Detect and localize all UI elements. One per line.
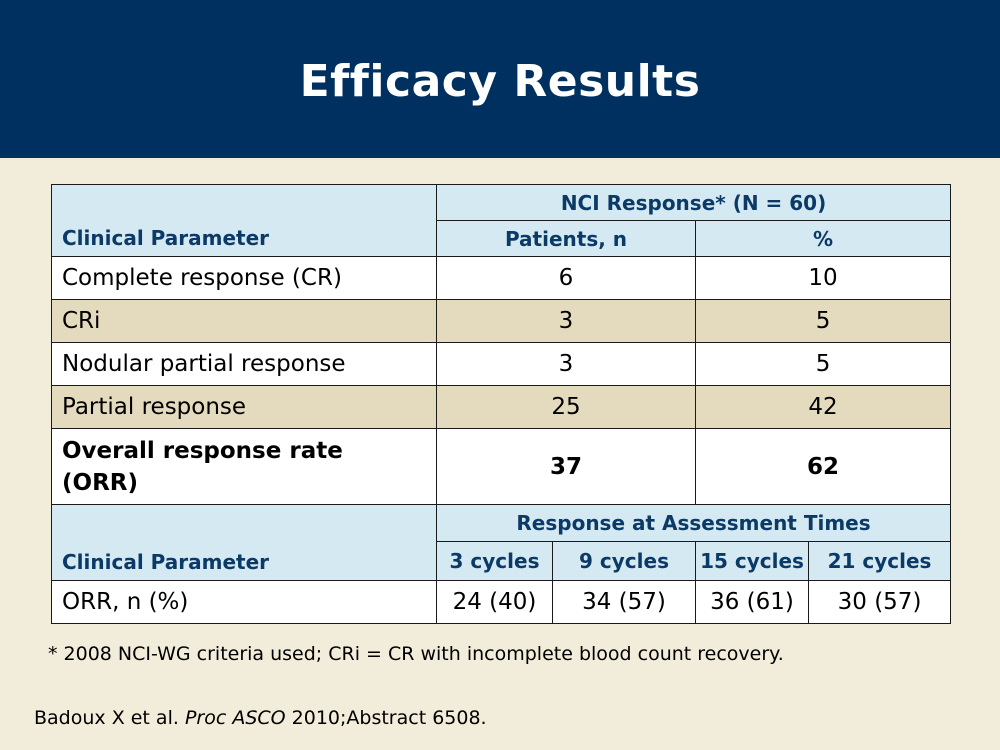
param-header-1: Clinical Parameter bbox=[51, 184, 437, 257]
table-row: CRi 3 5 bbox=[51, 299, 952, 343]
percent-value: 62 bbox=[694, 428, 952, 505]
row-label: Complete response (CR) bbox=[51, 256, 437, 300]
row-label: ORR, n (%) bbox=[51, 580, 437, 624]
assessment-times-header: Response at Assessment Times bbox=[435, 504, 952, 542]
param-header-2: Clinical Parameter bbox=[51, 504, 437, 581]
percent-header: % bbox=[694, 220, 952, 257]
patients-value: 3 bbox=[436, 342, 696, 386]
cycle-value: 30 (57) bbox=[807, 580, 952, 624]
percent-value: 10 bbox=[694, 256, 952, 300]
cycle-header: 9 cycles bbox=[552, 541, 696, 581]
table-row: Nodular partial response 3 5 bbox=[51, 342, 952, 386]
row-label: CRi bbox=[51, 299, 437, 343]
citation-details: 2010;Abstract 6508. bbox=[285, 707, 487, 729]
table-row-orr-cycles: ORR, n (%) 24 (40) 34 (57) 36 (61) 30 (5… bbox=[51, 580, 952, 624]
row-label: Nodular partial response bbox=[51, 342, 437, 386]
row-label: Partial response bbox=[51, 385, 437, 429]
table-row: Partial response 25 42 bbox=[51, 385, 952, 429]
patients-value: 6 bbox=[436, 256, 696, 300]
citation-journal: Proc ASCO bbox=[184, 707, 286, 729]
patients-value: 25 bbox=[436, 385, 696, 429]
cycle-header: 15 cycles bbox=[695, 541, 809, 581]
cycle-value: 24 (40) bbox=[436, 580, 553, 624]
percent-value: 5 bbox=[694, 299, 952, 343]
percent-value: 5 bbox=[694, 342, 952, 386]
table-row-orr: Overall response rate (ORR) 37 62 bbox=[51, 428, 952, 505]
slide-header: Efficacy Results bbox=[0, 0, 1000, 158]
patients-value: 37 bbox=[436, 428, 696, 505]
cycle-header: 21 cycles bbox=[807, 541, 952, 581]
footnote: * 2008 NCI-WG criteria used; CRi = CR wi… bbox=[48, 643, 784, 665]
cycle-header: 3 cycles bbox=[436, 541, 553, 581]
patients-header: Patients, n bbox=[436, 220, 696, 257]
patients-value: 3 bbox=[436, 299, 696, 343]
efficacy-table: Clinical Parameter NCI Response* (N = 60… bbox=[51, 184, 952, 624]
nci-response-header: NCI Response* (N = 60) bbox=[435, 184, 952, 221]
citation: Badoux X et al. Proc ASCO 2010;Abstract … bbox=[34, 707, 487, 729]
row-label: Overall response rate (ORR) bbox=[51, 428, 437, 505]
slide-title: Efficacy Results bbox=[299, 55, 701, 107]
percent-value: 42 bbox=[694, 385, 952, 429]
cycle-value: 36 (61) bbox=[695, 580, 809, 624]
table-row: Complete response (CR) 6 10 bbox=[51, 256, 952, 300]
citation-authors: Badoux X et al. bbox=[34, 707, 185, 729]
cycle-value: 34 (57) bbox=[552, 580, 696, 624]
